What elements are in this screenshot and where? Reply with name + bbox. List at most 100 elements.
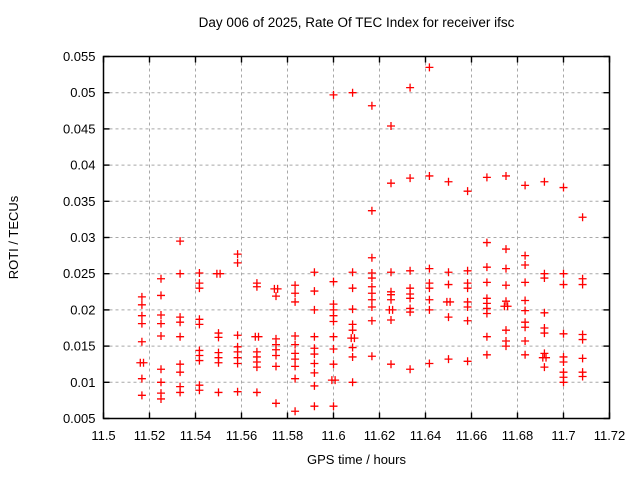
data-point-marker: [310, 350, 319, 359]
data-point-marker: [137, 374, 146, 383]
data-point-marker: [329, 344, 338, 353]
data-point-marker: [521, 350, 530, 359]
data-point-marker: [444, 313, 453, 322]
data-point-marker: [157, 378, 165, 387]
data-point-marker: [542, 353, 551, 362]
data-point-marker: [137, 319, 146, 328]
y-tick-label: 0.015: [63, 339, 96, 354]
x-tick-label: 11.52: [134, 428, 166, 443]
data-point-marker: [521, 306, 530, 315]
data-point-marker: [291, 281, 300, 290]
y-tick-label: 0.02: [70, 302, 95, 317]
data-point-marker: [310, 381, 319, 390]
data-point-marker: [157, 274, 165, 283]
data-point-marker: [195, 284, 204, 293]
data-point-marker: [406, 174, 415, 183]
data-point-marker: [272, 399, 280, 408]
data-point-marker: [348, 326, 357, 335]
data-point-marker: [233, 258, 242, 267]
data-point-marker: [233, 331, 242, 340]
data-point-marker: [406, 266, 415, 275]
data-point-marker: [137, 292, 146, 301]
data-point-marker: [521, 261, 530, 270]
data-point-marker: [502, 326, 510, 335]
y-tick-label: 0.01: [70, 375, 95, 390]
data-point-marker: [502, 264, 510, 273]
data-point-marker: [482, 263, 491, 272]
data-point-marker: [348, 88, 357, 97]
data-point-marker: [559, 280, 568, 289]
data-point-marker: [521, 296, 530, 305]
data-point-marker: [559, 183, 568, 192]
data-point-marker: [350, 334, 359, 343]
data-point-marker: [176, 360, 185, 369]
data-point-marker: [291, 374, 300, 383]
data-point-marker: [310, 268, 319, 277]
data-point-marker: [521, 323, 530, 332]
data-point-marker: [425, 284, 434, 293]
y-tick-label: 0.055: [63, 49, 96, 64]
data-point-marker: [176, 269, 185, 278]
data-point-marker: [502, 245, 510, 254]
data-point-marker: [331, 376, 340, 385]
x-tick-label: 11.56: [226, 428, 258, 443]
data-point-marker: [291, 355, 300, 364]
data-point-marker: [482, 350, 491, 359]
y-axis-label: ROTI / TECUs: [6, 195, 21, 279]
data-point-marker: [291, 289, 300, 298]
data-point-marker: [502, 281, 510, 290]
data-point-marker: [463, 187, 472, 196]
y-tick-labels: 0.005 0.01 0.015 0.02 0.025 0.03 0.035 0.04 0.04…: [63, 49, 96, 426]
data-point-marker: [367, 295, 376, 304]
data-point-marker: [425, 359, 434, 368]
data-point-marker: [387, 295, 395, 304]
data-point-marker: [272, 362, 280, 371]
data-point-marker: [291, 407, 300, 416]
data-points: [136, 63, 587, 416]
x-axis-label: GPS time / hours: [307, 452, 406, 467]
data-point-marker: [137, 391, 146, 400]
data-point-marker: [463, 284, 472, 293]
data-point-marker: [425, 305, 434, 314]
data-point-marker: [444, 177, 453, 186]
y-tick-label: 0.025: [63, 266, 96, 281]
data-point-marker: [195, 268, 204, 277]
data-point-marker: [157, 365, 165, 374]
data-point-marker: [578, 354, 587, 363]
data-point-marker: [482, 332, 491, 341]
x-tick-label: 11.6: [321, 428, 345, 443]
data-point-marker: [387, 122, 395, 131]
x-tick-labels: 11.5 11.52 11.54 11.56 11.58 11.6 11.62 11.64 11…: [91, 428, 625, 443]
y-tick-label: 0.005: [63, 411, 96, 426]
data-point-marker: [387, 268, 395, 277]
data-point-marker: [195, 356, 204, 365]
data-point-marker: [137, 300, 146, 309]
data-point-marker: [446, 297, 455, 306]
data-point-marker: [540, 349, 549, 358]
data-point-marker: [348, 305, 357, 314]
data-point-marker: [406, 83, 415, 92]
data-point-marker: [521, 278, 530, 287]
y-tick-label: 0.035: [63, 194, 96, 209]
data-point-marker: [233, 250, 242, 259]
data-point-marker: [559, 269, 568, 278]
data-point-marker: [521, 337, 530, 346]
data-point-marker: [387, 179, 395, 188]
data-point-marker: [272, 351, 280, 360]
data-point-marker: [273, 284, 282, 293]
data-point-marker: [444, 280, 453, 289]
data-point-marker: [578, 280, 587, 289]
data-point-marker: [329, 317, 338, 326]
data-point-marker: [348, 284, 357, 293]
data-point-marker: [252, 282, 261, 291]
data-point-marker: [387, 360, 395, 369]
data-point-marker: [310, 359, 319, 368]
data-point-marker: [272, 292, 280, 301]
data-point-marker: [157, 331, 165, 340]
data-point-marker: [348, 268, 357, 277]
data-point-marker: [463, 357, 472, 366]
data-point-marker: [233, 359, 242, 368]
data-point-marker: [195, 386, 204, 395]
data-point-marker: [254, 332, 263, 341]
